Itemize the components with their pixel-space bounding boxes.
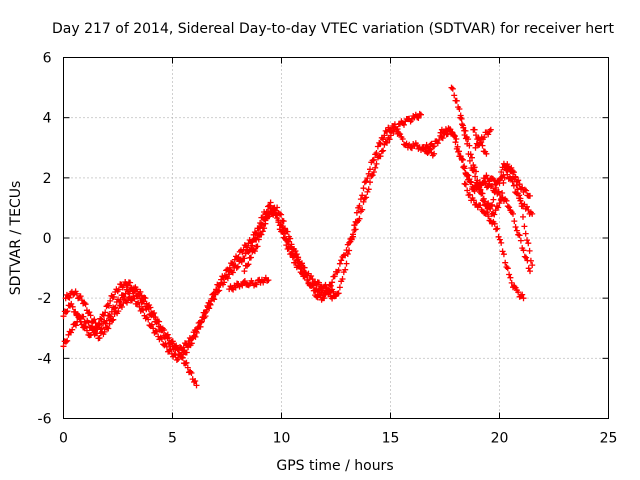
data-point-markers — [62, 284, 200, 389]
y-tick-label: -4 — [38, 351, 52, 367]
series-track-6 — [422, 126, 533, 275]
series-track-5 — [226, 274, 272, 293]
y-tick-label: -2 — [38, 291, 52, 307]
series-track-11 — [470, 126, 490, 157]
data-point-markers — [60, 110, 424, 363]
ticks-layer: 0 5 10 15 20 25 -6 -4 -2 0 2 4 6 — [38, 51, 618, 447]
y-tick-label: 6 — [43, 51, 52, 67]
marks-layer — [60, 84, 536, 389]
series-track-3 — [62, 284, 200, 389]
series-track-4 — [241, 204, 339, 300]
y-axis-label: SDTVAR / TECUs — [8, 181, 24, 296]
series-track-9 — [457, 114, 536, 218]
y-tick-label: 2 — [43, 171, 52, 187]
data-point-markers — [470, 126, 490, 157]
x-tick-label: 10 — [273, 431, 291, 447]
y-tick-label: 0 — [43, 231, 52, 247]
x-tick-label: 0 — [59, 431, 68, 447]
x-axis-label: GPS time / hours — [276, 458, 393, 474]
data-point-markers — [472, 126, 494, 151]
data-point-markers — [226, 274, 272, 293]
series-track-12 — [472, 126, 494, 151]
x-tick-label: 25 — [600, 431, 618, 447]
y-tick-label: -6 — [38, 412, 52, 428]
chart-title: Day 217 of 2014, Sidereal Day-to-day VTE… — [52, 21, 614, 37]
data-point-markers — [241, 204, 339, 300]
y-tick-label: 4 — [43, 111, 52, 127]
x-tick-label: 5 — [168, 431, 177, 447]
data-point-markers — [457, 114, 536, 218]
series-track-10 — [461, 180, 527, 302]
series-track-8 — [448, 84, 533, 211]
data-point-markers — [461, 180, 527, 302]
series-track-2 — [60, 110, 424, 363]
x-tick-label: 15 — [382, 431, 400, 447]
data-point-markers — [448, 84, 533, 211]
x-tick-label: 20 — [491, 431, 509, 447]
data-point-markers — [422, 126, 533, 275]
